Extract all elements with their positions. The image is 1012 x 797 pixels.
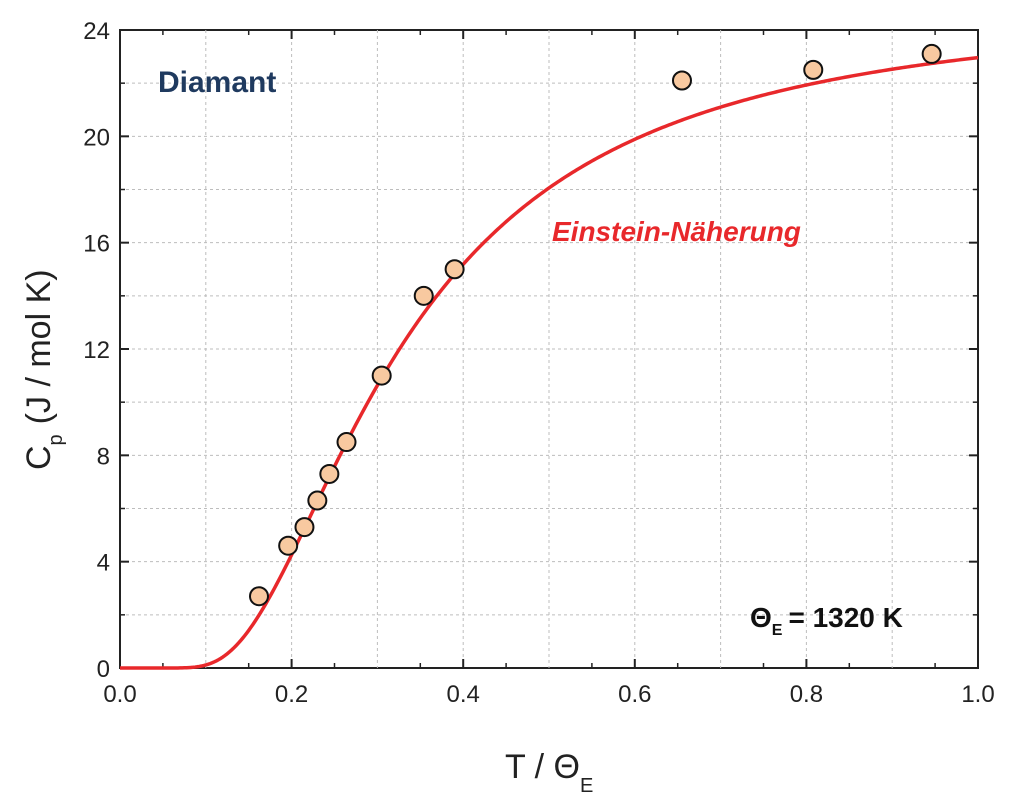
theta-label: ΘE = 1320 K bbox=[750, 602, 903, 639]
x-tick-label: 0.0 bbox=[103, 681, 136, 708]
x-tick-label: 0.4 bbox=[447, 681, 480, 708]
theta-value: = 1320 K bbox=[788, 602, 902, 633]
theta-symbol: Θ bbox=[750, 602, 772, 633]
data-point bbox=[444, 259, 465, 280]
data-point bbox=[278, 535, 299, 556]
data-point bbox=[294, 517, 315, 538]
y-tick-label: 16 bbox=[83, 231, 110, 258]
data-points-layer bbox=[248, 43, 942, 607]
data-point bbox=[671, 70, 692, 91]
curve-label: Einstein-Näherung bbox=[552, 216, 801, 247]
y-axis-title-main: C bbox=[20, 445, 58, 470]
x-tick-labels: 0.0 0.2 0.4 0.6 0.8 1.0 bbox=[103, 681, 994, 708]
axis-ticks bbox=[119, 29, 979, 669]
x-tick-label: 0.2 bbox=[275, 681, 308, 708]
y-tick-label: 0 bbox=[97, 656, 110, 683]
svg-text:ΘE= 1320 K: ΘE = 1320 K bbox=[750, 602, 903, 639]
y-tick-label: 24 bbox=[83, 18, 110, 45]
data-point bbox=[371, 365, 392, 386]
y-tick-label: 20 bbox=[83, 124, 110, 151]
y-axis-title-sub: p bbox=[45, 434, 67, 445]
y-tick-label: 8 bbox=[97, 443, 110, 470]
einstein-curve-layer bbox=[120, 55, 979, 670]
data-point bbox=[413, 285, 434, 306]
y-axis-title-unit: (J / mol K) bbox=[20, 269, 58, 424]
sample-label: Diamant bbox=[158, 66, 276, 99]
x-axis-title-sub: E bbox=[580, 775, 593, 797]
einstein-curve bbox=[120, 55, 979, 670]
data-point bbox=[803, 59, 824, 80]
svg-text:Cp(J / mol K): Cp (J / mol K) bbox=[20, 269, 67, 470]
y-tick-label: 12 bbox=[83, 337, 110, 364]
y-axis-title: Cp (J / mol K) bbox=[20, 269, 67, 470]
data-point bbox=[336, 432, 357, 453]
x-axis-title: T / ΘE bbox=[505, 748, 593, 797]
grid bbox=[120, 30, 978, 668]
x-tick-label: 0.6 bbox=[618, 681, 651, 708]
theta-subscript: E bbox=[772, 622, 783, 639]
y-tick-label: 4 bbox=[97, 550, 110, 577]
data-point bbox=[319, 463, 340, 484]
x-tick-label: 1.0 bbox=[961, 681, 994, 708]
svg-text:T / ΘE: T / ΘE bbox=[505, 748, 593, 797]
data-point bbox=[307, 490, 328, 511]
data-point bbox=[248, 586, 269, 607]
y-tick-labels: 0 4 8 12 16 20 24 bbox=[83, 18, 110, 683]
x-tick-label: 0.8 bbox=[790, 681, 823, 708]
data-point bbox=[921, 43, 942, 64]
x-axis-title-main: T / Θ bbox=[505, 748, 580, 786]
